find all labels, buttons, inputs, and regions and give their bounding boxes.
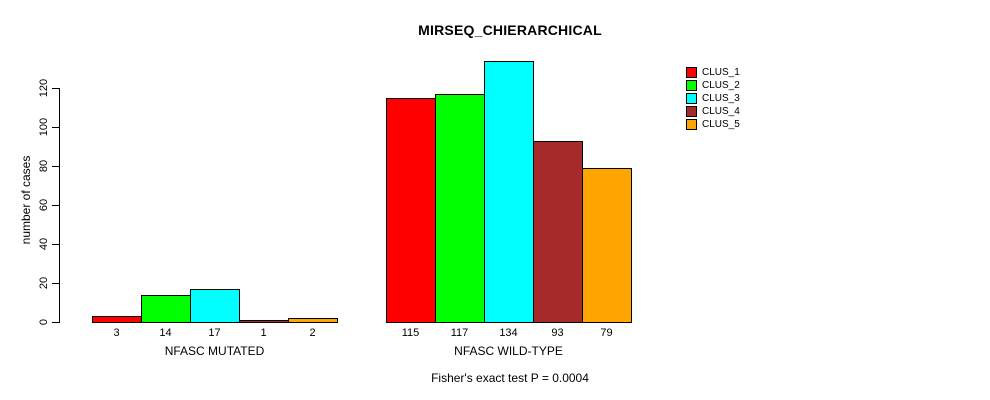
legend-label: CLUS_4 xyxy=(702,106,740,117)
y-tick-label: 100 xyxy=(38,117,50,137)
y-tick xyxy=(52,283,60,284)
y-tick-label: 20 xyxy=(38,276,50,290)
legend-label: CLUS_5 xyxy=(702,119,740,130)
legend: CLUS_1 CLUS_2 CLUS_3 CLUS_4 CLUS_5 xyxy=(686,67,740,132)
legend-swatch-clus_4 xyxy=(686,106,697,117)
legend-swatch-clus_5 xyxy=(686,119,697,130)
legend-swatch-clus_2 xyxy=(686,80,697,91)
legend-label: CLUS_2 xyxy=(702,80,740,91)
bar-value-label: 117 xyxy=(450,327,469,339)
legend-item: CLUS_5 xyxy=(686,119,740,130)
bar-value-label: 79 xyxy=(600,327,613,339)
bar-clus_1 xyxy=(386,98,436,323)
annotation: Fisher's exact test P = 0.0004 xyxy=(431,371,589,385)
bar-clus_2 xyxy=(435,94,485,323)
y-tick-label: 40 xyxy=(38,237,50,251)
y-tick xyxy=(52,88,60,89)
bar-value-label: 93 xyxy=(551,327,564,339)
y-tick xyxy=(52,205,60,206)
bar-value-label: 17 xyxy=(208,327,221,339)
legend-swatch-clus_1 xyxy=(686,67,697,78)
y-tick xyxy=(52,127,60,128)
y-tick-label: 0 xyxy=(38,318,50,326)
bar-value-label: 115 xyxy=(401,327,420,339)
y-tick-label: 120 xyxy=(38,78,50,98)
bar-value-label: 2 xyxy=(309,327,316,339)
legend-swatch-clus_3 xyxy=(686,93,697,104)
bar-clus_5 xyxy=(582,168,632,323)
bar-clus_5 xyxy=(288,318,338,323)
y-tick xyxy=(52,322,60,323)
bar-value-label: 3 xyxy=(113,327,120,339)
bar-clus_3 xyxy=(484,61,534,323)
bar-value-label: 14 xyxy=(159,327,172,339)
y-tick xyxy=(52,244,60,245)
bar-clus_3 xyxy=(190,289,240,323)
group-label: NFASC MUTATED xyxy=(164,344,265,358)
y-tick-label: 60 xyxy=(38,198,50,212)
y-axis-label: number of cases xyxy=(19,155,33,245)
chart-title: MIRSEQ_CHIERARCHICAL xyxy=(418,22,602,38)
legend-item: CLUS_1 xyxy=(686,67,740,78)
legend-label: CLUS_1 xyxy=(702,67,740,78)
bar-clus_2 xyxy=(141,295,191,323)
legend-item: CLUS_4 xyxy=(686,106,740,117)
y-tick xyxy=(52,166,60,167)
bar-clus_1 xyxy=(92,316,142,323)
legend-label: CLUS_3 xyxy=(702,93,740,104)
legend-item: CLUS_3 xyxy=(686,93,740,104)
bar-clus_4 xyxy=(533,141,583,323)
legend-item: CLUS_2 xyxy=(686,80,740,91)
y-tick-label: 80 xyxy=(38,159,50,173)
bar-clus_4 xyxy=(239,320,289,323)
bar-value-label: 134 xyxy=(499,327,518,339)
group-label: NFASC WILD-TYPE xyxy=(454,344,563,358)
bar-value-label: 1 xyxy=(260,327,267,339)
